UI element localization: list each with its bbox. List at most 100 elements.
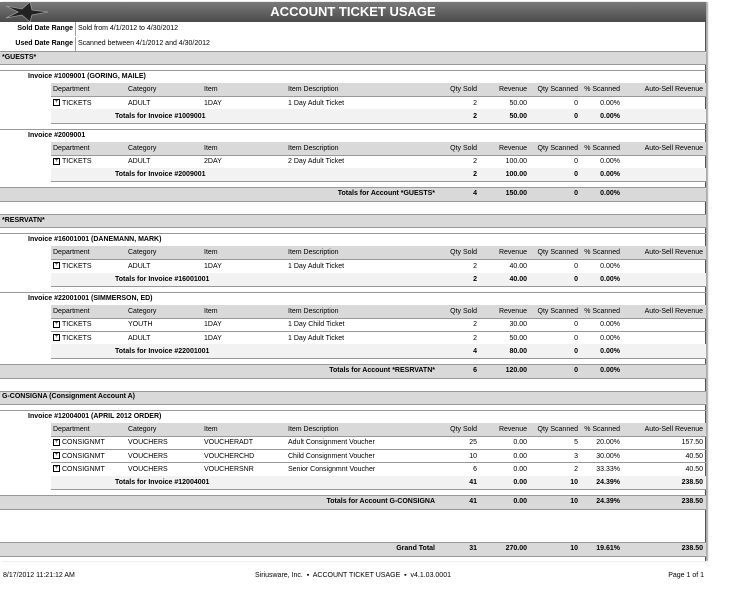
cell: + TICKETS bbox=[53, 320, 92, 329]
expand-icon[interactable]: + bbox=[53, 157, 60, 165]
totals-value: 0.00% bbox=[600, 276, 620, 283]
table-header bbox=[51, 304, 706, 318]
totals-bg bbox=[51, 272, 706, 286]
expand-icon[interactable]: + bbox=[53, 438, 60, 446]
totals-value: 50.00 bbox=[509, 112, 527, 120]
totals-value: 0.00% bbox=[600, 112, 620, 120]
expand-icon[interactable]: + bbox=[53, 334, 60, 342]
cell: 0.00 bbox=[513, 439, 527, 447]
cell: 0.00% bbox=[600, 262, 620, 270]
rule bbox=[51, 435, 706, 437]
column-header: % Scanned bbox=[584, 307, 620, 315]
totals-value: 0.00% bbox=[600, 171, 620, 179]
totals-bg bbox=[51, 109, 706, 123]
cell: 0.00% bbox=[600, 158, 620, 166]
table-header bbox=[51, 246, 706, 260]
cell: 0 bbox=[574, 334, 578, 342]
column-header: Category bbox=[128, 307, 157, 315]
cell: 3 bbox=[574, 452, 578, 460]
cell: 40.50 bbox=[685, 452, 703, 460]
totals-value: 120.00 bbox=[505, 366, 527, 374]
account-bar bbox=[0, 390, 706, 405]
totals-value: 100.00 bbox=[505, 171, 527, 179]
totals-value: 238.50 bbox=[681, 545, 703, 552]
column-header: Category bbox=[128, 249, 157, 257]
column-header: Qty Scanned bbox=[537, 86, 578, 93]
filter-value: Scanned between 4/1/2012 and 4/30/2012 bbox=[78, 39, 210, 47]
column-header: % Scanned bbox=[584, 249, 620, 257]
cell: 2 bbox=[574, 465, 578, 473]
expand-icon[interactable]: + bbox=[53, 320, 60, 328]
rule bbox=[51, 331, 706, 333]
table-header bbox=[51, 141, 706, 155]
cell: 100.00 bbox=[505, 158, 527, 166]
totals-value: 10 bbox=[570, 497, 578, 505]
totals-bg bbox=[51, 167, 706, 182]
cell: Adult Consignment Voucher bbox=[288, 439, 375, 447]
rule bbox=[0, 409, 706, 411]
invoice-title: Invoice #2009001 bbox=[28, 131, 86, 139]
rule bbox=[51, 259, 706, 261]
totals-value: 24.39% bbox=[596, 497, 620, 505]
column-header: Auto-Sell Revenue bbox=[644, 249, 703, 257]
column-header: Revenue bbox=[498, 86, 527, 93]
cell: VOUCHERS bbox=[128, 465, 168, 473]
totals-label: Totals for Account *RESRVATN* bbox=[329, 366, 435, 374]
footer-timestamp: 8/17/2012 11:21:12 AM bbox=[3, 572, 75, 579]
column-header: % Scanned bbox=[584, 86, 620, 93]
totals-value: 80.00 bbox=[509, 347, 527, 355]
cell: + TICKETS bbox=[53, 99, 92, 107]
cell: 157.50 bbox=[681, 439, 703, 447]
totals-value: 0.00% bbox=[600, 366, 620, 374]
cell: 0 bbox=[574, 99, 578, 107]
cell: 25 bbox=[469, 439, 477, 447]
column-header: Qty Sold bbox=[450, 144, 477, 152]
column-header: Category bbox=[128, 86, 157, 93]
column-header: Item Description bbox=[288, 86, 339, 93]
expand-icon[interactable]: + bbox=[53, 99, 60, 107]
column-header: Qty Sold bbox=[450, 249, 477, 257]
totals-value: 0 bbox=[574, 366, 578, 374]
column-header: Category bbox=[128, 425, 157, 433]
rule bbox=[51, 462, 706, 464]
totals-value: 6 bbox=[473, 366, 477, 374]
cell: 0 bbox=[574, 262, 578, 270]
cell: + CONSIGNMT bbox=[53, 438, 105, 447]
column-header: Item bbox=[204, 425, 218, 433]
column-header: Qty Scanned bbox=[537, 144, 578, 152]
cell: 1 Day Adult Ticket bbox=[288, 262, 345, 270]
invoice-title: Invoice #22001001 (SIMMERSON, ED) bbox=[28, 294, 153, 302]
totals-value: 238.50 bbox=[681, 497, 703, 505]
totals-value: 24.39% bbox=[596, 479, 620, 487]
cell: 1DAY bbox=[204, 99, 222, 107]
filter-value: Sold from 4/1/2012 to 4/30/2012 bbox=[78, 25, 179, 32]
column-header: Revenue bbox=[498, 425, 527, 433]
rule bbox=[51, 357, 706, 359]
table-header bbox=[51, 422, 706, 436]
cell: 1 Day Adult Ticket bbox=[288, 99, 345, 107]
cell: 40.00 bbox=[509, 262, 527, 270]
cell: 33.33% bbox=[596, 465, 620, 473]
totals-value: 41 bbox=[469, 497, 477, 505]
rule bbox=[0, 70, 706, 71]
expand-icon[interactable]: + bbox=[53, 465, 60, 473]
totals-value: 0 bbox=[574, 276, 578, 283]
column-header: Revenue bbox=[498, 249, 527, 257]
totals-value: 0.00 bbox=[513, 497, 527, 505]
cell: Child Consignment Voucher bbox=[288, 452, 375, 460]
column-header: Qty Sold bbox=[450, 307, 477, 315]
column-header: Department bbox=[53, 86, 90, 93]
cell: 5 bbox=[574, 439, 578, 447]
totals-label: Totals for Invoice #22001001 bbox=[115, 347, 210, 355]
column-header: Item Description bbox=[288, 307, 339, 315]
column-header: % Scanned bbox=[584, 144, 620, 152]
expand-icon[interactable]: + bbox=[53, 262, 60, 270]
cell: Senior Consignmnt Voucher bbox=[288, 465, 376, 473]
totals-label: Totals for Account *GUESTS* bbox=[337, 190, 435, 198]
cell: 0 bbox=[574, 158, 578, 166]
totals-value: 19.61% bbox=[596, 545, 620, 552]
expand-icon[interactable]: + bbox=[53, 452, 60, 460]
totals-value: 0 bbox=[574, 190, 578, 198]
totals-value: 10 bbox=[570, 479, 578, 487]
